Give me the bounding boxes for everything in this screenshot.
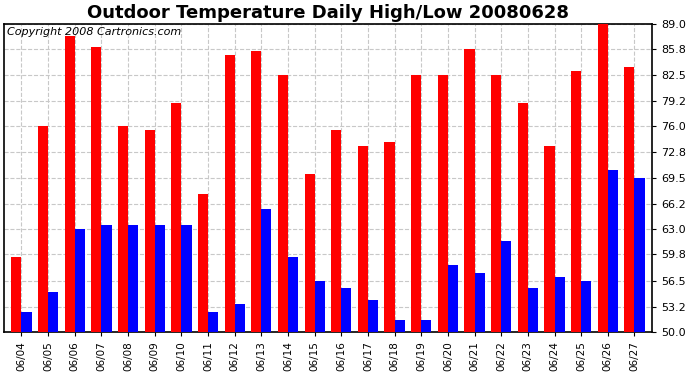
Bar [304,174,315,375]
Bar [581,280,591,375]
Title: Outdoor Temperature Daily High/Low 20080628: Outdoor Temperature Daily High/Low 20080… [87,4,569,22]
Bar [38,126,48,375]
Bar [262,209,271,375]
Bar [437,75,448,375]
Bar [464,49,475,375]
Bar [75,229,85,375]
Bar [624,67,635,375]
Bar [155,225,165,375]
Bar [171,103,181,375]
Bar [11,257,21,375]
Bar [635,178,644,375]
Bar [395,320,405,375]
Bar [224,56,235,375]
Bar [251,51,262,375]
Bar [368,300,378,375]
Bar [145,130,155,375]
Bar [475,273,484,375]
Text: Copyright 2008 Cartronics.com: Copyright 2008 Cartronics.com [8,27,181,37]
Bar [65,36,75,375]
Bar [342,288,351,375]
Bar [91,47,101,375]
Bar [501,241,511,375]
Bar [528,288,538,375]
Bar [571,71,581,375]
Bar [128,225,138,375]
Bar [384,142,395,375]
Bar [235,304,245,375]
Bar [118,126,128,375]
Bar [422,320,431,375]
Bar [208,312,218,375]
Bar [411,75,422,375]
Bar [101,225,112,375]
Bar [331,130,342,375]
Bar [448,265,458,375]
Bar [48,292,58,375]
Bar [518,103,528,375]
Bar [491,75,501,375]
Bar [544,146,555,375]
Bar [198,194,208,375]
Bar [278,75,288,375]
Bar [315,280,325,375]
Bar [608,170,618,375]
Bar [358,146,368,375]
Bar [555,277,564,375]
Bar [21,312,32,375]
Bar [598,24,608,375]
Bar [288,257,298,375]
Bar [181,225,192,375]
